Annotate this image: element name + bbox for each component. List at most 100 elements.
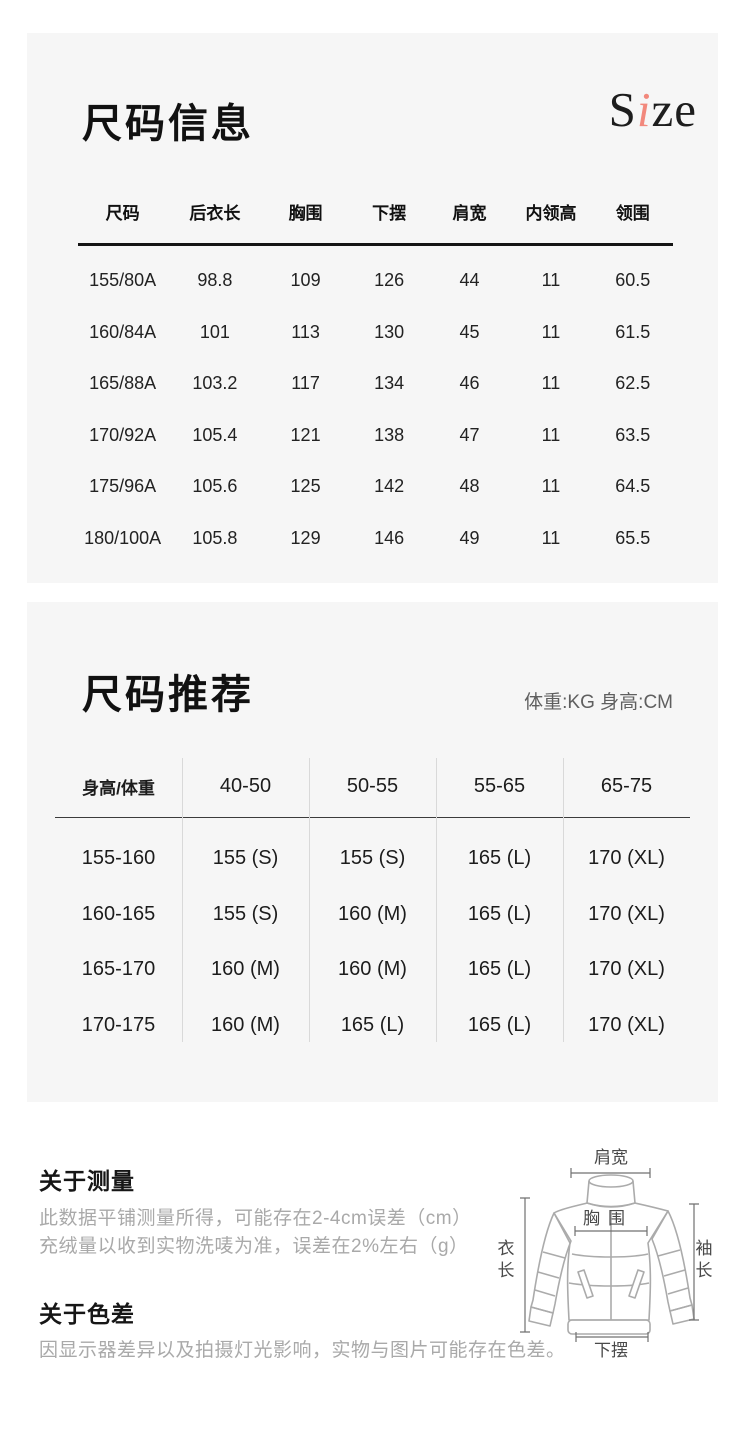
sleeve-label-char1: 袖 — [696, 1239, 713, 1258]
cell-size: 170/92A — [89, 424, 157, 445]
cell-recommend: 165 (L) — [467, 847, 532, 870]
size-recommend-title: 尺码推荐 — [82, 673, 254, 717]
cell-recommend: 155 (S) — [339, 847, 406, 870]
cell-back-length: 105.6 — [192, 476, 238, 497]
cell-recommend: 165 (L) — [467, 958, 532, 981]
cell-back-length: 103.2 — [192, 373, 238, 394]
col-height-weight: 身高/体重 — [82, 778, 155, 798]
col-collar: 领围 — [615, 203, 650, 223]
cell-height-range: 170-175 — [81, 1013, 156, 1036]
col-65-75: 65-75 — [600, 774, 653, 797]
table-row: 160/84A 101 113 130 45 11 61.5 — [78, 307, 673, 359]
length-label-char2: 长 — [498, 1261, 515, 1280]
col-50-55: 50-55 — [346, 774, 399, 797]
table-row: 170/92A 105.4 121 138 47 11 63.5 — [78, 410, 673, 462]
cell-back-length: 105.4 — [192, 424, 238, 445]
cell-collar: 63.5 — [615, 424, 651, 445]
dimension-labels: 肩宽 胸围 衣 长 袖 长 下摆 — [498, 1148, 713, 1360]
size-table-rule — [78, 243, 673, 246]
cell-hem: 142 — [374, 476, 405, 497]
table-row: 175/96A 105.6 125 142 48 11 64.5 — [78, 461, 673, 513]
table-row: 155-160 155 (S) 155 (S) 165 (L) 170 (XL) — [55, 831, 690, 887]
cell-shoulder: 48 — [459, 476, 480, 497]
cell-chest: 113 — [291, 321, 320, 342]
dimension-lines — [520, 1168, 699, 1342]
cell-recommend: 170 (XL) — [588, 847, 665, 870]
jacket-measure-diagram: 肩宽 胸围 衣 长 袖 长 下摆 — [498, 1148, 713, 1360]
cell-inner-collar: 11 — [541, 373, 561, 394]
size-info-card: 尺码信息 Size 尺码 后衣长 胸围 下摆 肩宽 内领高 领围 155/80A… — [27, 33, 718, 583]
recommend-table-rule — [55, 817, 690, 818]
recommend-table-body: 155-160 155 (S) 155 (S) 165 (L) 170 (XL)… — [55, 831, 690, 1053]
chest-label: 胸围 — [583, 1209, 633, 1228]
size-table-body: 155/80A 98.8 109 126 44 11 60.5 160/84A … — [78, 255, 673, 564]
cell-shoulder: 46 — [459, 373, 480, 394]
column-divider — [309, 758, 310, 1042]
col-size: 尺码 — [105, 203, 140, 223]
cell-recommend: 160 (M) — [211, 1013, 280, 1036]
cell-size: 175/96A — [89, 476, 157, 497]
column-divider — [436, 758, 437, 1042]
col-40-50: 40-50 — [219, 774, 272, 797]
cell-height-range: 165-170 — [81, 958, 156, 981]
cell-size: 180/100A — [84, 527, 162, 548]
col-hem: 下摆 — [372, 203, 407, 223]
cell-collar: 61.5 — [615, 321, 651, 342]
cell-back-length: 101 — [199, 321, 230, 342]
cell-hem: 146 — [374, 527, 405, 548]
table-row: 180/100A 105.8 129 146 49 11 65.5 — [78, 513, 673, 565]
cell-chest: 109 — [290, 270, 321, 291]
col-shoulder: 肩宽 — [452, 203, 487, 223]
measure-note-title: 关于测量 — [39, 1168, 135, 1194]
unit-note: 体重:KG 身高:CM — [524, 692, 673, 713]
cell-hem: 134 — [374, 373, 405, 394]
color-note-title: 关于色差 — [39, 1301, 135, 1327]
cell-inner-collar: 11 — [541, 527, 561, 548]
cell-height-range: 155-160 — [81, 847, 156, 870]
cell-hem: 126 — [374, 270, 405, 291]
cell-chest: 129 — [290, 527, 321, 548]
cell-recommend: 155 (S) — [212, 902, 279, 925]
col-inner-collar: 内领高 — [525, 203, 577, 223]
cell-recommend: 165 (L) — [467, 1013, 532, 1036]
cell-recommend: 160 (M) — [338, 902, 407, 925]
column-divider — [182, 758, 183, 1042]
table-row: 165-170 160 (M) 160 (M) 165 (L) 170 (XL) — [55, 942, 690, 998]
jacket-outline — [528, 1174, 695, 1335]
table-row: 160-165 155 (S) 160 (M) 165 (L) 170 (XL) — [55, 887, 690, 943]
cell-size: 165/88A — [89, 373, 157, 394]
cell-height-range: 160-165 — [81, 902, 156, 925]
size-recommend-card: 尺码推荐 体重:KG 身高:CM 身高/体重 40-50 50-55 55-65… — [27, 602, 718, 1102]
shoulder-width-label: 肩宽 — [594, 1148, 628, 1167]
cell-inner-collar: 11 — [541, 321, 561, 342]
table-row: 165/88A 103.2 117 134 46 11 62.5 — [78, 358, 673, 410]
length-label-char1: 衣 — [498, 1239, 515, 1258]
col-back-length: 后衣长 — [189, 203, 241, 223]
cell-recommend: 170 (XL) — [588, 1013, 665, 1036]
cell-back-length: 105.8 — [192, 527, 238, 548]
sleeve-label-char2: 长 — [696, 1261, 713, 1280]
size-info-title: 尺码信息 — [82, 102, 254, 146]
cell-recommend: 160 (M) — [211, 958, 280, 981]
cell-size: 160/84A — [89, 321, 157, 342]
cell-recommend: 160 (M) — [338, 958, 407, 981]
col-chest: 胸围 — [288, 203, 323, 223]
size-logo: Size — [609, 81, 697, 138]
cell-size: 155/80A — [89, 270, 157, 291]
cell-chest: 117 — [291, 373, 320, 394]
size-table-header: 尺码 后衣长 胸围 下摆 肩宽 内领高 领围 — [78, 196, 673, 226]
cell-back-length: 98.8 — [197, 270, 233, 291]
recommend-table-header: 身高/体重 40-50 50-55 55-65 65-75 — [55, 762, 690, 810]
cell-shoulder: 49 — [459, 527, 480, 548]
hem-label: 下摆 — [594, 1341, 628, 1360]
size-logo-i: i — [636, 82, 652, 137]
cell-recommend: 170 (XL) — [588, 958, 665, 981]
cell-shoulder: 45 — [459, 321, 480, 342]
cell-hem: 130 — [374, 321, 405, 342]
cell-chest: 121 — [290, 424, 321, 445]
cell-recommend: 165 (L) — [340, 1013, 405, 1036]
cell-collar: 62.5 — [615, 373, 651, 394]
cell-shoulder: 47 — [459, 424, 480, 445]
measure-note-line2: 充绒量以收到实物洗唛为准，误差在2%左右（g） — [39, 1236, 469, 1257]
